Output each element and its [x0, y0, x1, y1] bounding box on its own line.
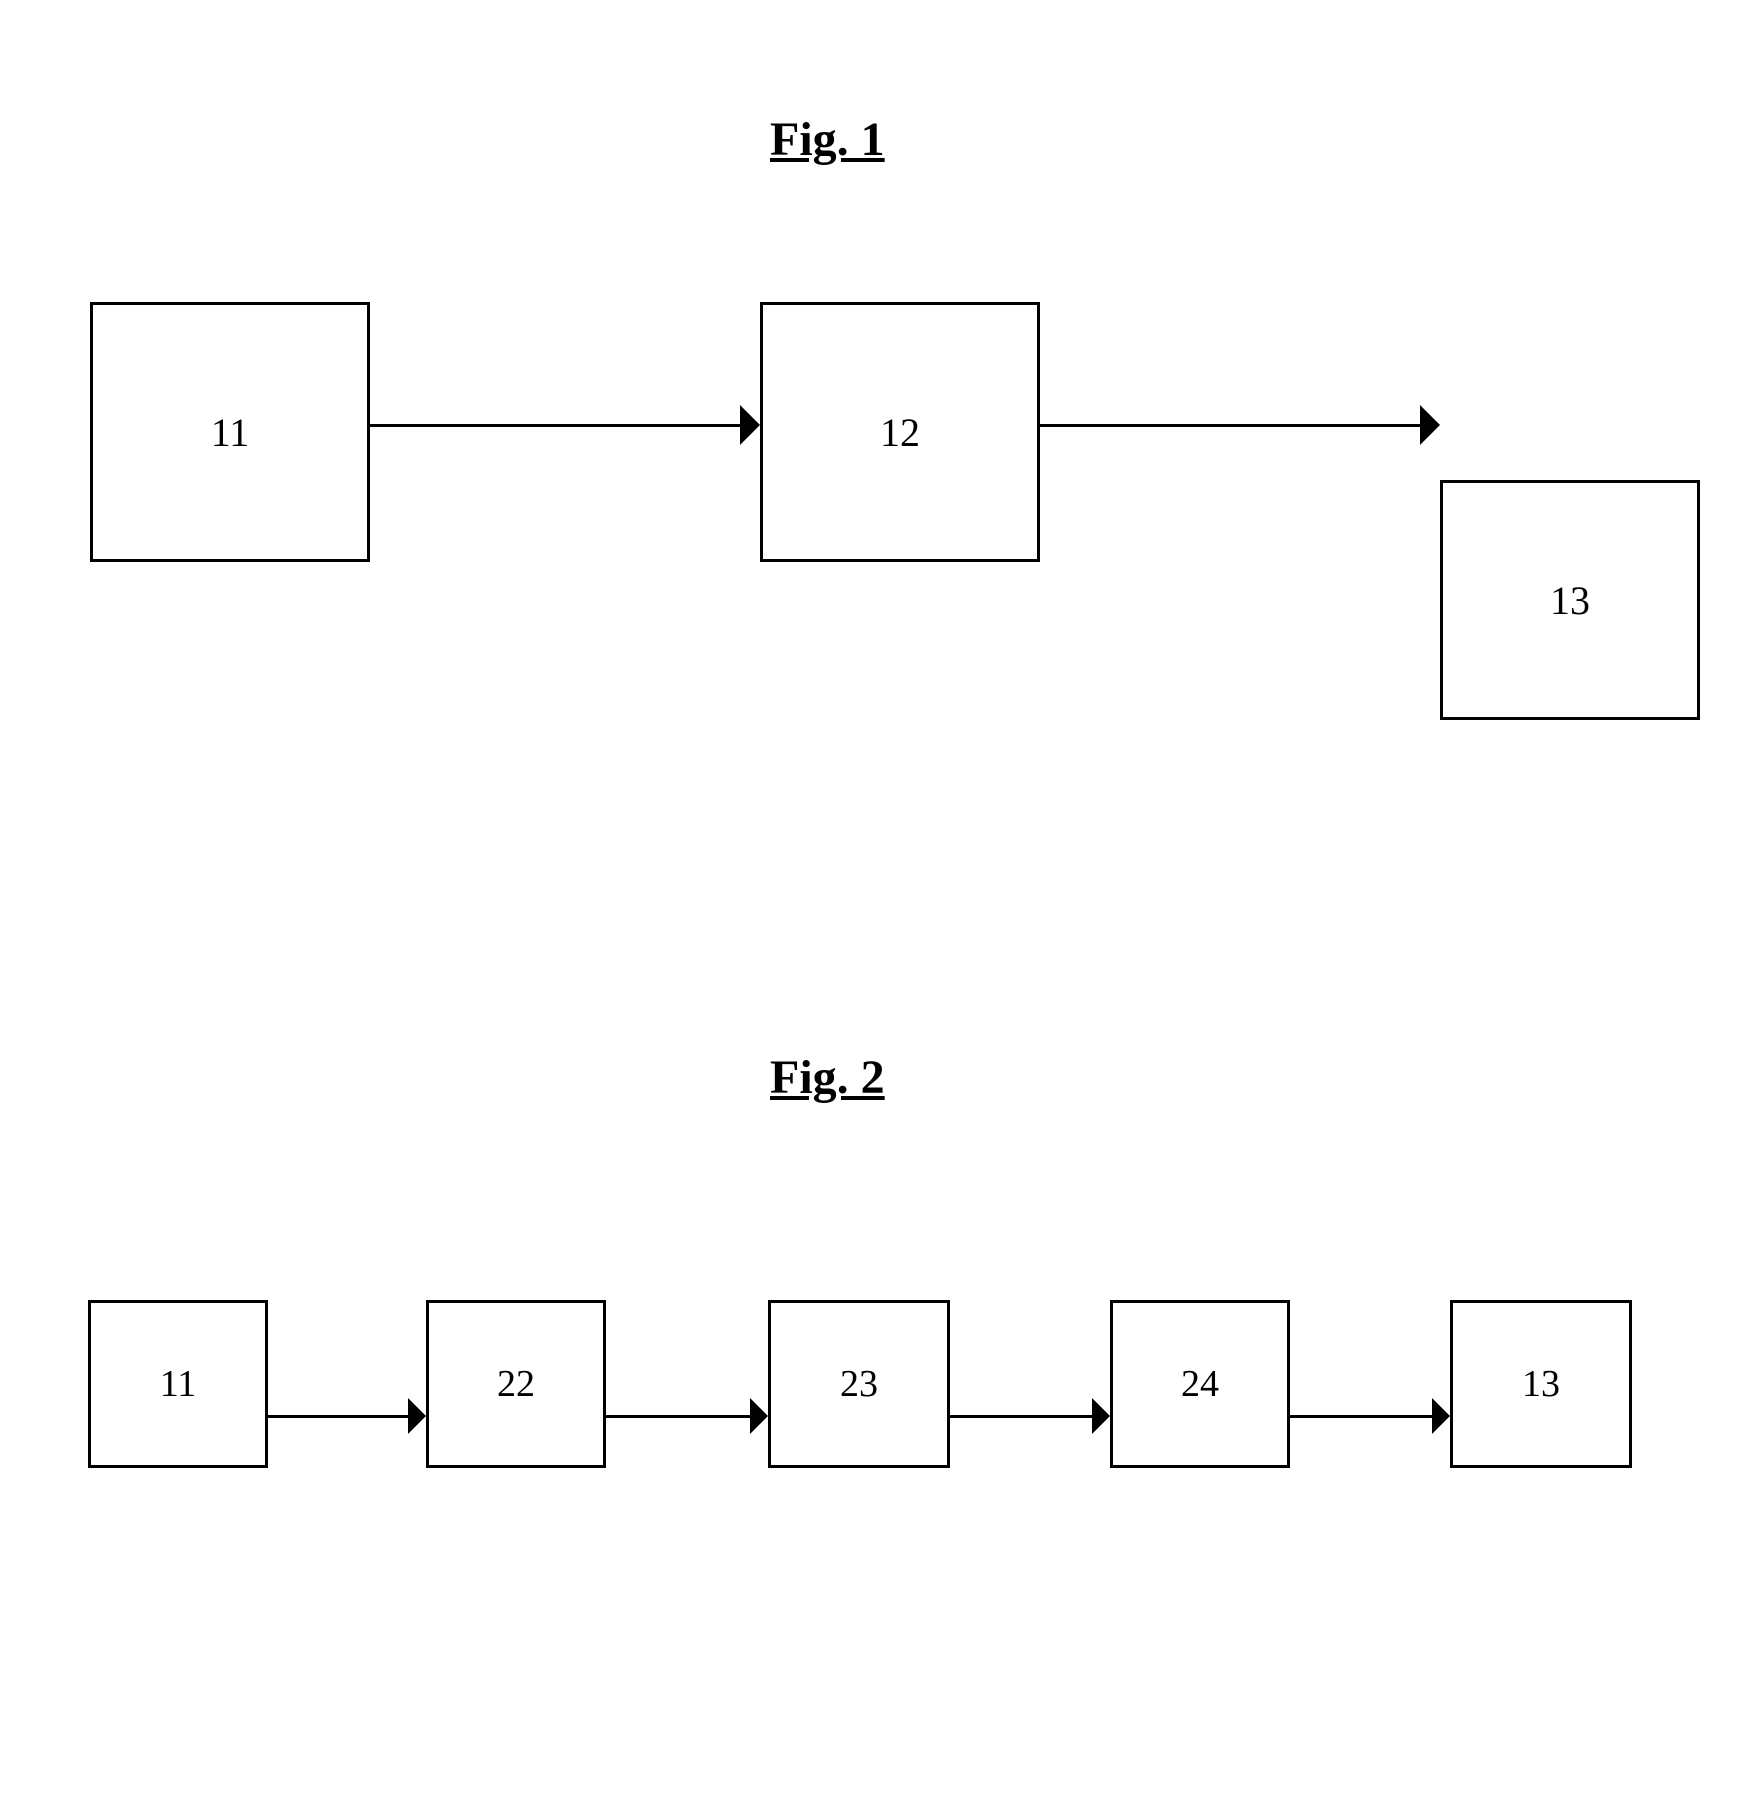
fig2-box-11-label: 11 — [160, 1362, 197, 1406]
fig2-box-13-label: 13 — [1522, 1362, 1560, 1406]
fig2-box-24: 24 — [1110, 1300, 1290, 1468]
fig2-box-24-label: 24 — [1181, 1362, 1219, 1406]
fig1-box-13: 13 — [1440, 480, 1700, 720]
fig1-box-12: 12 — [760, 302, 1040, 562]
fig2-title: Fig. 2 — [770, 1050, 885, 1105]
fig2-box-11: 11 — [88, 1300, 268, 1468]
fig2-box-13: 13 — [1450, 1300, 1632, 1468]
fig1-title: Fig. 1 — [770, 112, 885, 167]
fig1-box-11: 11 — [90, 302, 370, 562]
fig2-box-22: 22 — [426, 1300, 606, 1468]
fig2-box-23: 23 — [768, 1300, 950, 1468]
fig2-box-22-label: 22 — [497, 1362, 535, 1406]
fig2-box-23-label: 23 — [840, 1362, 878, 1406]
fig1-box-13-label: 13 — [1550, 577, 1590, 624]
fig1-box-12-label: 12 — [880, 409, 920, 456]
fig1-box-11-label: 11 — [211, 409, 250, 456]
